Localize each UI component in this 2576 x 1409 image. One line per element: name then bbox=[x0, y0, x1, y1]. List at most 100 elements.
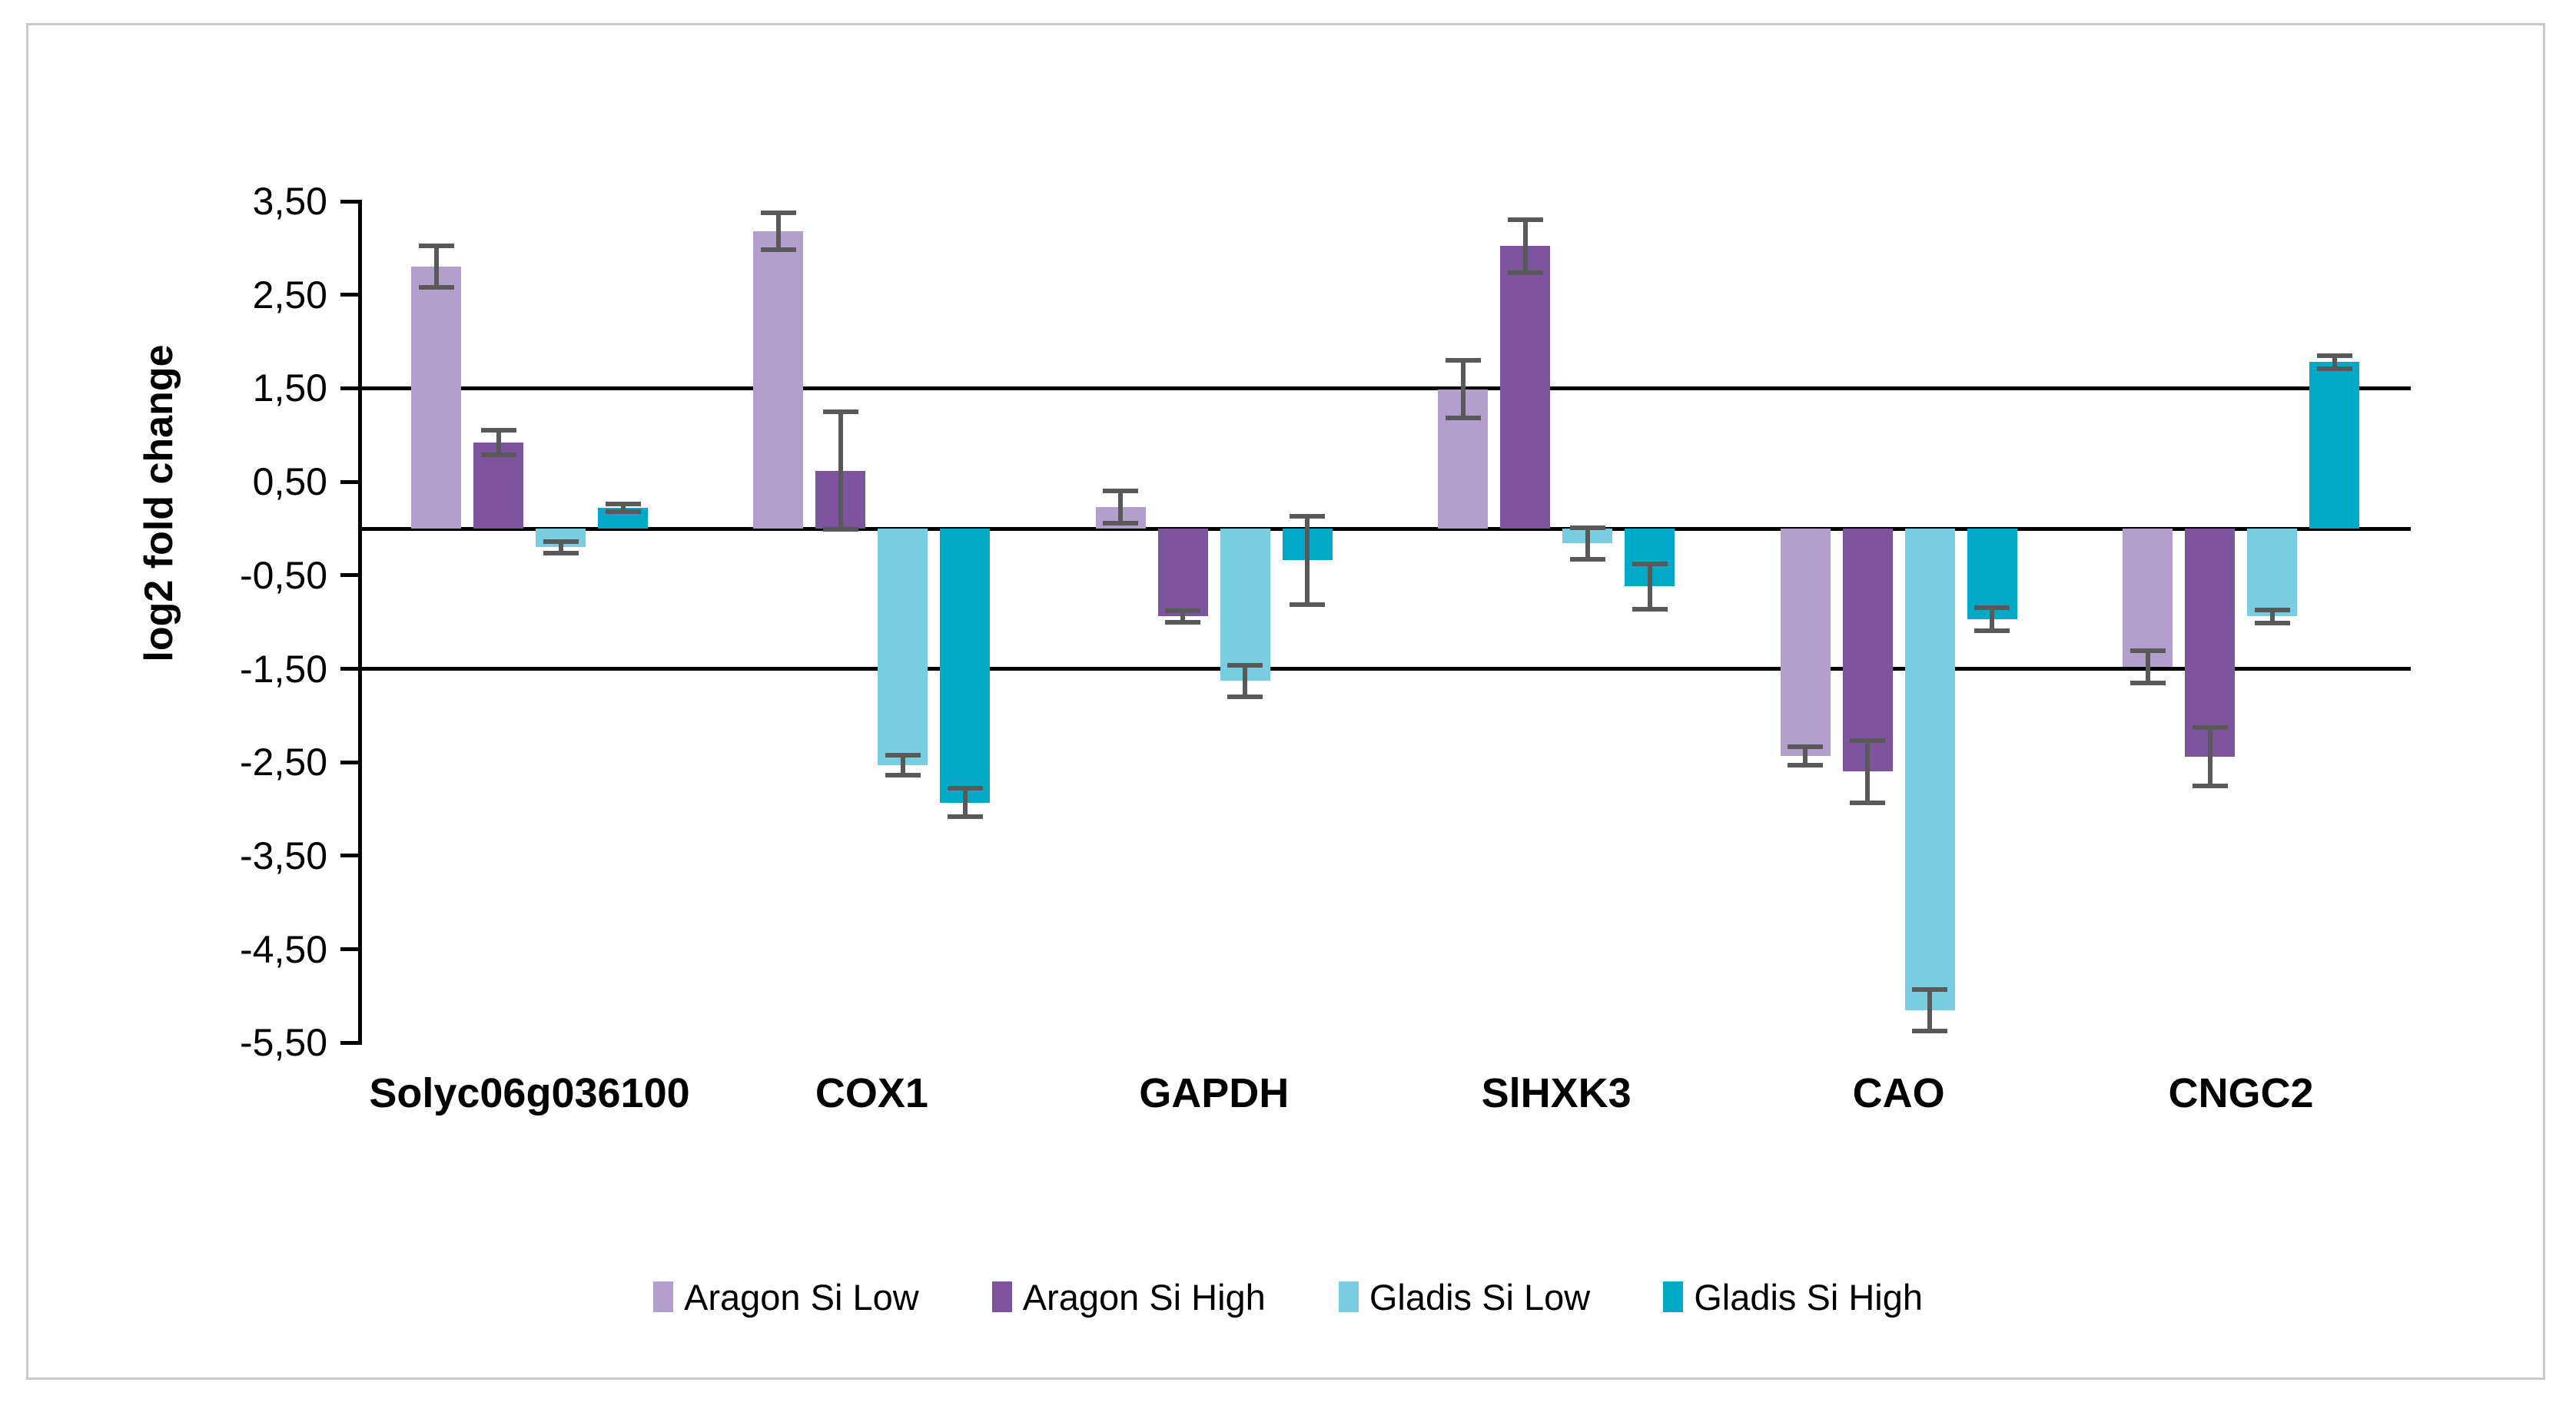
error-bar-line bbox=[620, 504, 626, 512]
y-axis-tick bbox=[340, 573, 358, 578]
error-bar-cap-top bbox=[2254, 607, 2290, 612]
error-bar-line bbox=[1990, 608, 1995, 631]
bar bbox=[2185, 529, 2235, 757]
error-bar-line bbox=[1647, 564, 1652, 609]
bar bbox=[411, 267, 461, 529]
category-label: SlHXK3 bbox=[1481, 1070, 1632, 1116]
error-bar-cap-bottom bbox=[1290, 602, 1326, 607]
error-bar-cap-bottom bbox=[2254, 620, 2290, 625]
legend-label: Aragon Si Low bbox=[684, 1276, 919, 1318]
error-bar-cap-top bbox=[1788, 744, 1824, 749]
error-bar-line bbox=[1305, 516, 1310, 605]
bar bbox=[1967, 529, 2017, 620]
legend-swatch bbox=[653, 1281, 673, 1312]
error-bar-cap-bottom bbox=[1850, 800, 1886, 805]
y-axis-tick bbox=[340, 947, 358, 952]
error-bar-cap-bottom bbox=[1227, 695, 1263, 700]
error-bar-cap-bottom bbox=[1912, 1028, 1948, 1033]
category-label: COX1 bbox=[815, 1070, 928, 1116]
bar bbox=[1157, 529, 1208, 617]
legend-label: Gladis Si Low bbox=[1369, 1276, 1591, 1318]
legend-item: Gladis Si Low bbox=[1338, 1276, 1591, 1318]
legend: Aragon Si Low Aragon Si High Gladis Si Low… bbox=[0, 1269, 2576, 1324]
legend-item: Gladis Si High bbox=[1663, 1276, 1923, 1318]
y-axis-tick bbox=[340, 760, 358, 764]
error-bar-cap-bottom bbox=[1569, 557, 1605, 562]
bar bbox=[2123, 529, 2173, 668]
error-bar-cap-top bbox=[543, 539, 579, 545]
error-bar-cap-bottom bbox=[1165, 619, 1201, 625]
error-bar-line bbox=[1460, 360, 1466, 419]
error-bar-cap-top bbox=[418, 244, 454, 249]
error-bar-cap-bottom bbox=[543, 550, 579, 555]
error-bar-cap-bottom bbox=[1788, 762, 1824, 767]
bar bbox=[753, 230, 804, 529]
legend-label: Gladis Si High bbox=[1694, 1276, 1923, 1318]
error-bar-cap-bottom bbox=[2192, 783, 2228, 788]
category-label: CNGC2 bbox=[2168, 1070, 2314, 1116]
threshold-line bbox=[358, 667, 2411, 671]
y-tick-label: 3,50 bbox=[252, 180, 327, 224]
error-bar-line bbox=[1927, 989, 1933, 1031]
error-bar-cap-top bbox=[2316, 353, 2352, 358]
error-bar-cap-top bbox=[947, 786, 983, 791]
error-bar-cap-bottom bbox=[1974, 628, 2010, 633]
y-tick-label: -3,50 bbox=[240, 834, 327, 877]
y-tick-label: 2,50 bbox=[252, 273, 327, 317]
error-bar-line bbox=[1865, 741, 1871, 803]
threshold-line bbox=[358, 526, 2411, 531]
error-bar-line bbox=[2269, 609, 2275, 623]
error-bar-cap-top bbox=[822, 409, 858, 414]
bar bbox=[940, 529, 991, 803]
error-bar-cap-top bbox=[885, 752, 921, 758]
threshold-line bbox=[358, 386, 2411, 390]
error-bar-cap-bottom bbox=[947, 814, 983, 819]
bar bbox=[1220, 529, 1270, 681]
y-axis-line bbox=[358, 200, 362, 1045]
error-bar-line bbox=[1585, 527, 1590, 560]
y-tick-label: 0,50 bbox=[252, 460, 327, 504]
y-axis-tick bbox=[340, 854, 358, 858]
y-tick-label: -4,50 bbox=[240, 927, 327, 971]
legend-item: Aragon Si Low bbox=[653, 1276, 919, 1318]
y-axis-tick bbox=[340, 386, 358, 390]
figure-frame bbox=[26, 23, 2545, 1380]
error-bar-cap-bottom bbox=[760, 247, 796, 253]
legend-swatch bbox=[991, 1281, 1012, 1312]
bar bbox=[1780, 529, 1831, 756]
bar bbox=[2247, 529, 2297, 617]
error-bar-line bbox=[838, 411, 843, 530]
y-tick-label: -2,50 bbox=[240, 741, 327, 784]
error-bar-cap-top bbox=[1912, 986, 1948, 992]
error-bar-cap-bottom bbox=[480, 452, 516, 457]
error-bar-cap-bottom bbox=[1445, 416, 1481, 421]
error-bar-cap-top bbox=[1850, 738, 1886, 744]
error-bar-line bbox=[1522, 220, 1528, 273]
error-bar-line bbox=[775, 212, 781, 250]
category-label: CAO bbox=[1852, 1070, 1945, 1116]
error-bar-cap-bottom bbox=[418, 285, 454, 290]
bar bbox=[1904, 529, 1955, 1010]
y-tick-label: 1,50 bbox=[252, 366, 327, 410]
error-bar-cap-top bbox=[2130, 648, 2166, 654]
error-bar-line bbox=[2207, 728, 2213, 786]
y-axis-tick bbox=[340, 479, 358, 484]
error-bar-line bbox=[2332, 355, 2337, 369]
error-bar-cap-top bbox=[1445, 357, 1481, 363]
error-bar-cap-bottom bbox=[2316, 366, 2352, 371]
error-bar-cap-bottom bbox=[605, 509, 641, 515]
error-bar-cap-bottom bbox=[1632, 606, 1668, 612]
bar bbox=[878, 529, 928, 765]
error-bar-line bbox=[2145, 651, 2150, 683]
error-bar-line bbox=[1180, 611, 1186, 622]
error-bar-cap-top bbox=[1227, 662, 1263, 668]
error-bar-line bbox=[558, 542, 563, 553]
error-bar-line bbox=[1243, 665, 1248, 698]
y-tick-label: -0,50 bbox=[240, 553, 327, 597]
error-bar-cap-top bbox=[760, 210, 796, 215]
bar bbox=[1500, 246, 1551, 529]
legend-swatch bbox=[1663, 1281, 1684, 1312]
y-axis-tick bbox=[340, 1040, 358, 1045]
error-bar-cap-top bbox=[480, 428, 516, 433]
